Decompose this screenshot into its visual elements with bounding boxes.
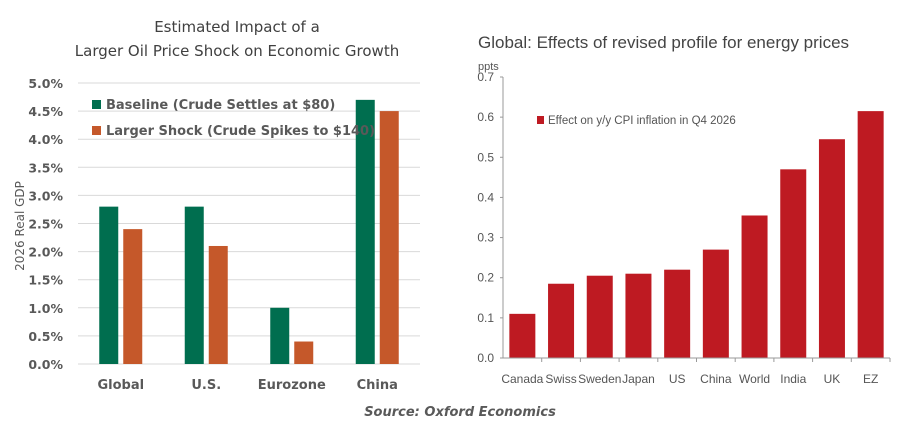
bar-eurozone-baseline bbox=[270, 307, 290, 364]
legend-label-cpi: Effect on y/y CPI inflation in Q4 2026 bbox=[548, 115, 736, 127]
bar-us bbox=[664, 269, 691, 358]
y-tick-label: 0.5% bbox=[28, 329, 63, 344]
left-y-axis-label: 2026 Real GDP bbox=[13, 181, 27, 271]
y-tick-label: 4.0% bbox=[28, 132, 63, 147]
right-chart: Global: Effects of revised profile for e… bbox=[477, 33, 891, 386]
y-tick-label: 5.0% bbox=[28, 76, 63, 91]
x-category-label: Global bbox=[97, 378, 144, 393]
x-category-label: Eurozone bbox=[258, 378, 326, 393]
x-category-label: China bbox=[357, 378, 398, 393]
bar-global-larger-shock bbox=[123, 229, 143, 364]
legend-label-baseline: Baseline (Crude Settles at $80) bbox=[106, 98, 335, 113]
x-category-label: US bbox=[669, 372, 686, 386]
x-category-label: EZ bbox=[863, 372, 878, 386]
x-category-label: India bbox=[780, 372, 806, 386]
left-chart: Estimated Impact of a Larger Oil Price S… bbox=[13, 18, 420, 393]
right-legend: Effect on y/y CPI inflation in Q4 2026 bbox=[537, 115, 736, 127]
bar-canada bbox=[509, 313, 536, 358]
bar-global-baseline bbox=[99, 206, 119, 364]
legend-swatch-baseline bbox=[92, 100, 101, 109]
left-chart-title-line-2: Larger Oil Price Shock on Economic Growt… bbox=[75, 42, 399, 60]
left-legend: Baseline (Crude Settles at $80) Larger S… bbox=[92, 98, 375, 139]
y-tick-label: 2.0% bbox=[28, 245, 63, 260]
bar-japan bbox=[625, 273, 652, 358]
y-tick-label: 0.5 bbox=[477, 150, 494, 164]
x-category-label: U.S. bbox=[191, 378, 221, 393]
y-tick-label: 3.5% bbox=[28, 160, 63, 175]
y-tick-label: 3.0% bbox=[28, 188, 63, 203]
legend-label-larger-shock: Larger Shock (Crude Spikes to $140) bbox=[106, 124, 375, 139]
y-tick-label: 0.3 bbox=[477, 231, 494, 245]
y-tick-label: 0.0% bbox=[28, 357, 63, 372]
bar-china-larger-shock bbox=[379, 111, 399, 364]
bar-us-baseline bbox=[184, 206, 204, 364]
legend-swatch-cpi bbox=[537, 116, 544, 124]
right-chart-title: Global: Effects of revised profile for e… bbox=[478, 33, 849, 52]
y-tick-label: 0.6 bbox=[477, 110, 494, 124]
y-tick-label: 1.5% bbox=[28, 273, 63, 288]
bar-china bbox=[702, 249, 729, 358]
bar-ez bbox=[857, 111, 884, 358]
x-category-label: UK bbox=[824, 372, 841, 386]
x-category-label: China bbox=[700, 372, 732, 386]
bar-india bbox=[780, 169, 807, 358]
y-tick-label: 1.0% bbox=[28, 301, 63, 316]
x-category-label: World bbox=[739, 372, 770, 386]
bar-china-baseline bbox=[355, 99, 375, 365]
source-note: Source: Oxford Economics bbox=[364, 405, 556, 420]
bar-sweden bbox=[586, 275, 613, 358]
bar-world bbox=[741, 215, 768, 358]
y-tick-label: 0.1 bbox=[477, 311, 494, 325]
bar-us-larger-shock bbox=[208, 245, 228, 364]
x-category-label: Japan bbox=[622, 372, 655, 386]
y-tick-label: 2.5% bbox=[28, 217, 63, 232]
bar-swiss bbox=[548, 283, 575, 358]
x-category-label: Swiss bbox=[545, 372, 576, 386]
bar-eurozone-larger-shock bbox=[294, 341, 314, 364]
right-y-axis-unit: ppts bbox=[478, 61, 499, 73]
legend-swatch-larger-shock bbox=[92, 126, 101, 135]
bar-uk bbox=[818, 139, 845, 358]
y-tick-label: 0.2 bbox=[477, 271, 494, 285]
x-category-label: Sweden bbox=[578, 372, 621, 386]
y-tick-label: 4.5% bbox=[28, 104, 63, 119]
y-tick-label: 0.4 bbox=[477, 190, 494, 204]
x-category-label: Canada bbox=[501, 372, 543, 386]
y-tick-label: 0.0 bbox=[477, 351, 494, 365]
left-chart-title-line-1: Estimated Impact of a bbox=[154, 18, 320, 36]
y-tick-label: 0.7 bbox=[477, 70, 494, 84]
